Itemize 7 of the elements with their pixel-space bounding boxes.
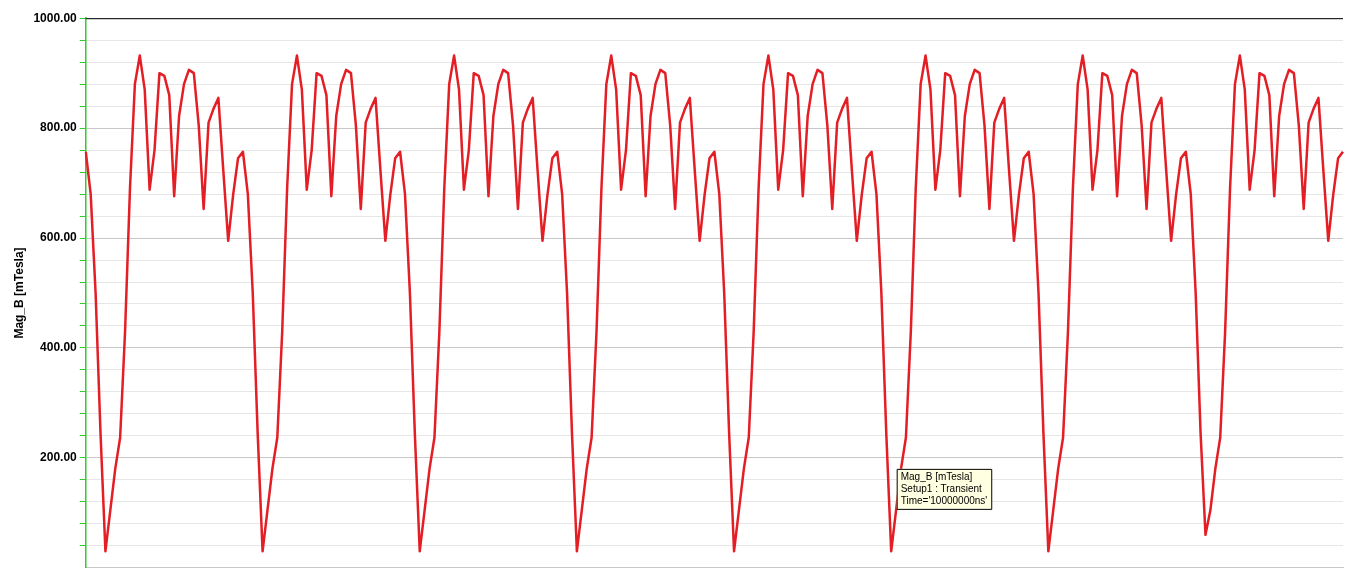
y-tick-label: 1000.00 (33, 10, 78, 25)
y-tick-label: 600.00 (40, 230, 78, 245)
y-tick-label: 800.00 (40, 120, 78, 135)
annotation: Mag_B [mTesla] Setup1 : Transient Time='10000000ns' (900, 470, 988, 506)
y-tick-label: 400.00 (40, 340, 78, 355)
y-tick-label: 200.00 (40, 450, 78, 465)
y-axis-title: Mag_B [mTesla] (11, 247, 26, 339)
